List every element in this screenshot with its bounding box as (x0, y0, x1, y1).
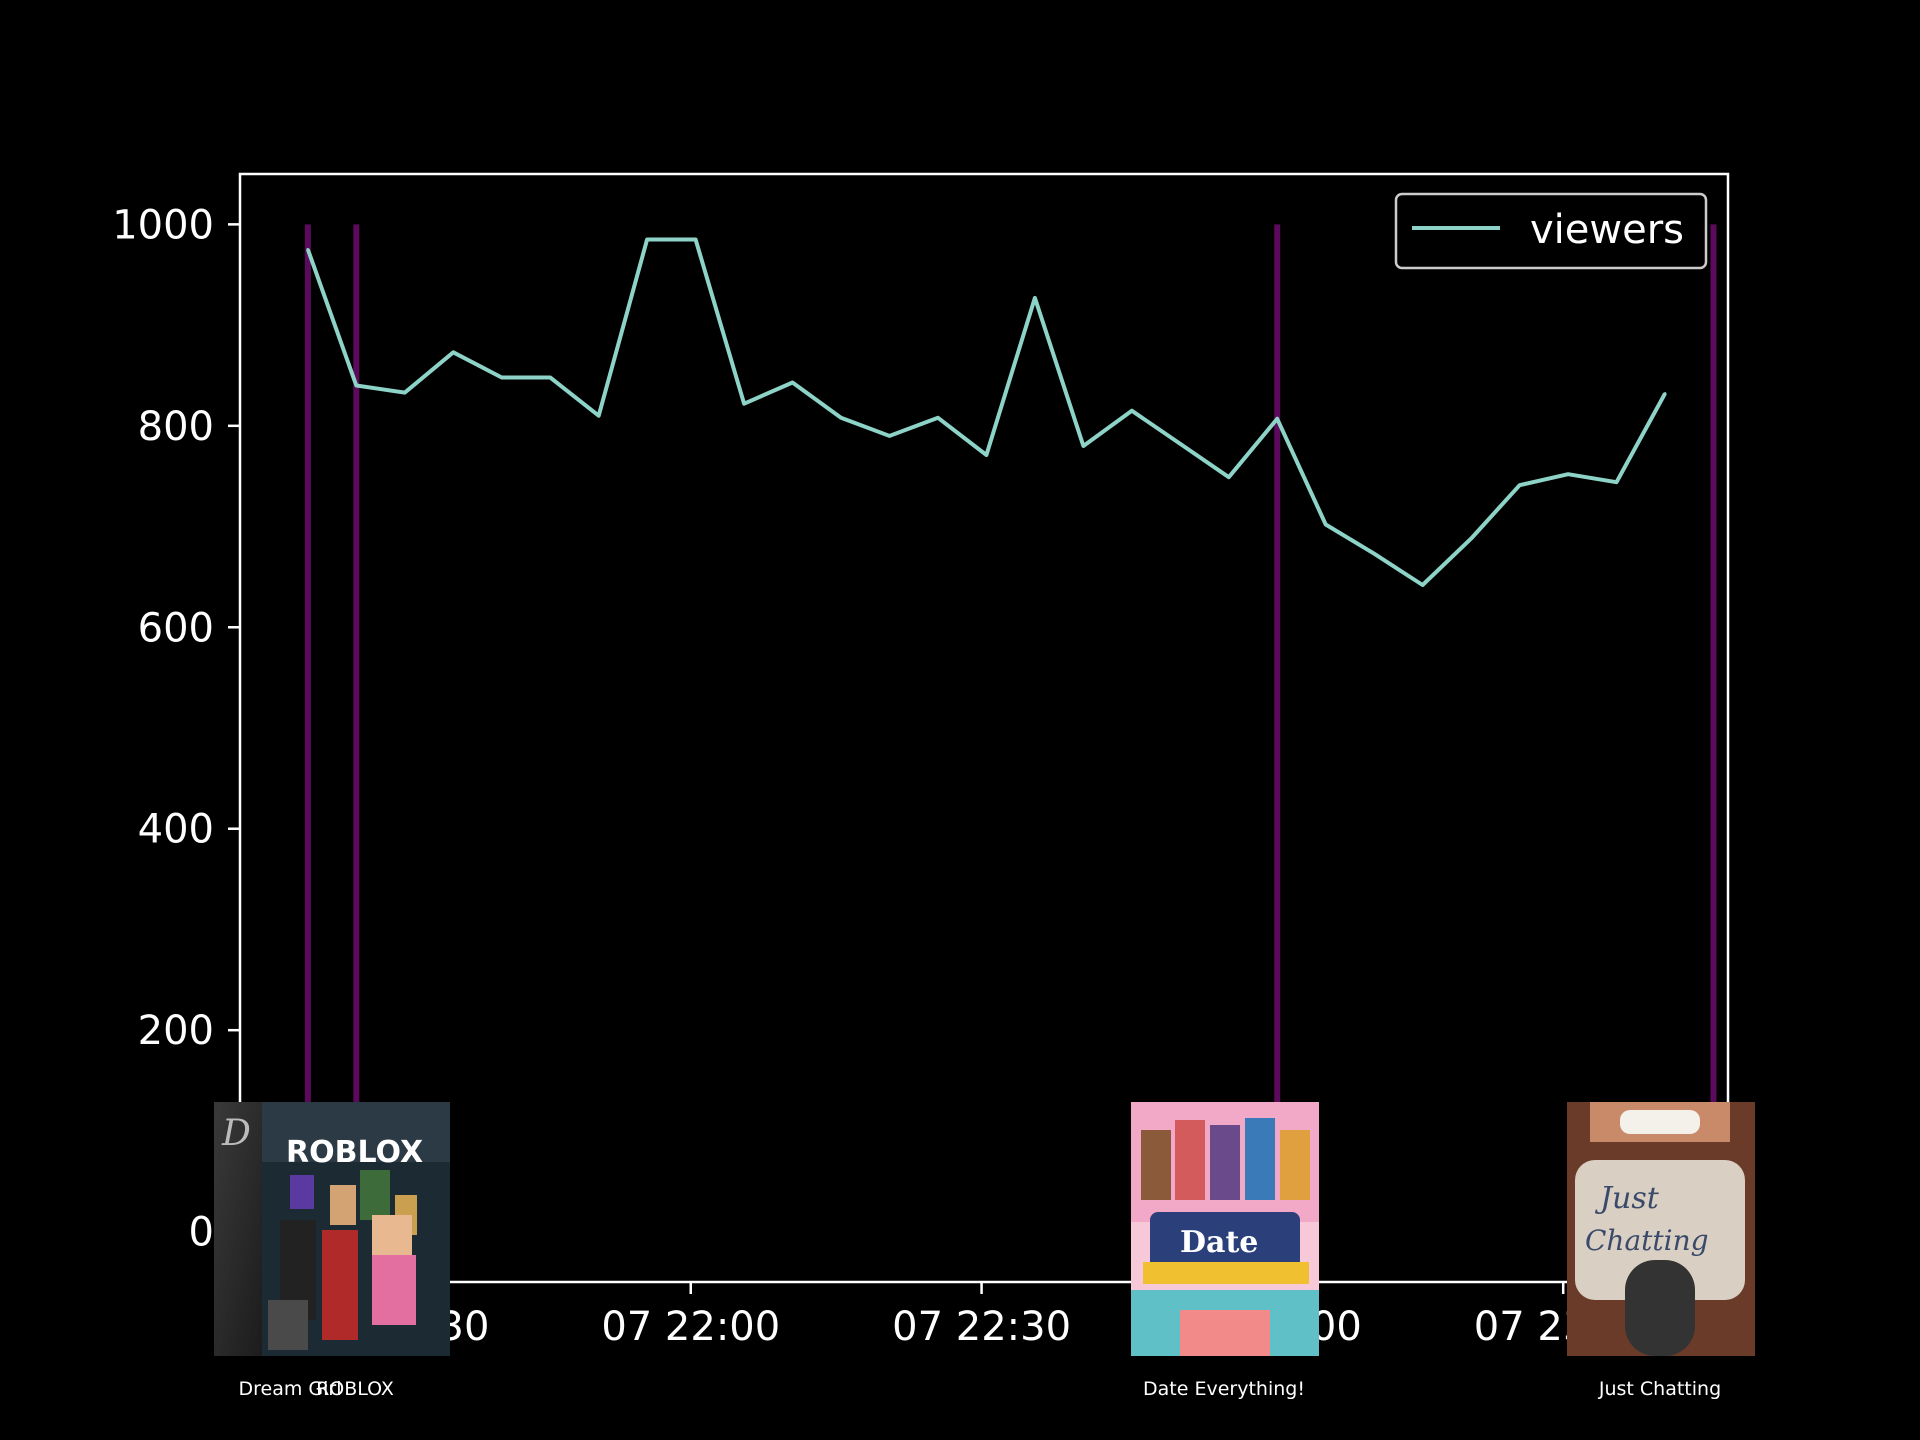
y-tick-label-2: 400 (138, 807, 214, 853)
y-tick-label-5: 1000 (112, 202, 214, 248)
thumbnail-roblox: ROBLOX (262, 1102, 450, 1356)
data-point-27 (1615, 480, 1619, 484)
data-point-25 (1518, 483, 1522, 487)
data-point-14 (984, 453, 988, 457)
data-point-19 (1227, 475, 1231, 479)
data-point-13 (936, 416, 940, 420)
caption-0: Dream Girl (239, 1378, 342, 1400)
data-point-23 (1421, 583, 1425, 587)
svg-text:ROBLOX: ROBLOX (286, 1135, 423, 1170)
data-point-9 (742, 402, 746, 406)
series-layer (306, 237, 1667, 587)
legend-label-viewers: viewers (1530, 207, 1684, 253)
data-point-12 (887, 434, 891, 438)
x-tick-label-1: 07 22:00 (601, 1304, 780, 1350)
data-point-11 (839, 416, 843, 420)
y-axis: 0 200 400 600 800 1000 (112, 202, 240, 1256)
caption-2: Date Everything! (1143, 1378, 1305, 1400)
axes-frame (238, 172, 1730, 1284)
thumbnail-dream-girl: D (214, 1102, 266, 1356)
data-point-17 (1130, 409, 1134, 413)
data-point-16 (1081, 444, 1085, 448)
svg-text:Date: Date (1180, 1225, 1258, 1260)
caption-1: ROBLOX (316, 1378, 394, 1400)
data-point-8 (694, 237, 698, 241)
data-point-10 (791, 381, 795, 385)
y-tick-label-1: 200 (138, 1008, 214, 1054)
x-tick-label-2: 07 22:30 (892, 1304, 1071, 1350)
thumbnail-date-everything: Date (1131, 1102, 1319, 1356)
thumbnail-just-chatting: Just Chatting (1567, 1102, 1755, 1356)
caption-3: Just Chatting (1598, 1378, 1721, 1400)
data-point-1 (354, 384, 358, 388)
data-point-28 (1663, 392, 1667, 396)
legend-box (1394, 192, 1708, 270)
data-point-21 (1324, 523, 1328, 527)
data-point-26 (1566, 472, 1570, 476)
data-point-24 (1469, 537, 1473, 541)
data-point-22 (1372, 552, 1376, 556)
data-point-15 (1033, 296, 1037, 300)
data-point-7 (645, 237, 649, 241)
y-tick-label-3: 600 (138, 605, 214, 651)
data-point-20 (1275, 417, 1279, 421)
data-point-3 (451, 350, 455, 354)
legend: viewers (1394, 192, 1708, 270)
svg-text:Just: Just (1594, 1181, 1660, 1216)
data-point-2 (403, 391, 407, 395)
y-tick-label-4: 800 (138, 404, 214, 450)
svg-text:Chatting: Chatting (1585, 1224, 1709, 1257)
game-change-markers (304, 224, 1717, 1102)
data-point-0 (306, 248, 310, 252)
data-point-6 (597, 414, 601, 418)
data-point-5 (548, 375, 552, 379)
data-point-18 (1178, 442, 1182, 446)
svg-text:D: D (221, 1113, 251, 1154)
data-point-4 (500, 375, 504, 379)
y-tick-label-0: 0 (189, 1210, 214, 1256)
